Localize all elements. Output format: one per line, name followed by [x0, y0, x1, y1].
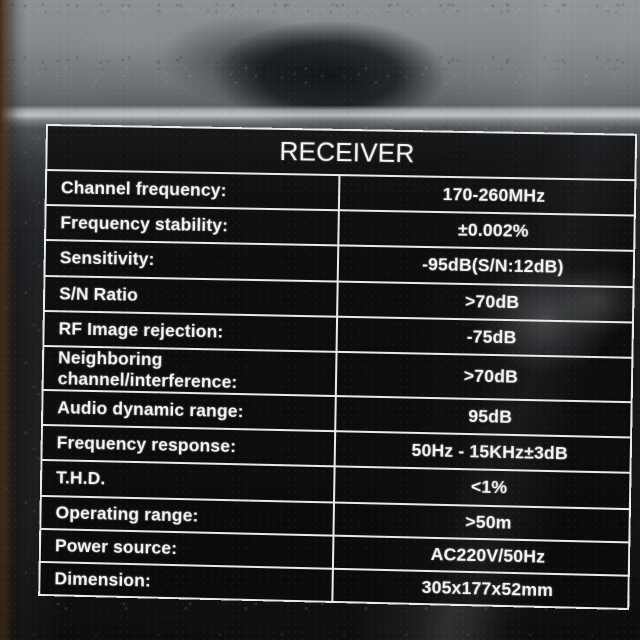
spec-value-dimension: 305x177x52mm [332, 568, 629, 609]
spec-label-dimension: Dimension: [39, 561, 333, 602]
specification-table-body: RECEIVER Channel frequency: 170-260MHz F… [39, 125, 637, 609]
spec-label-channel-frequency: Channel frequency: [45, 170, 340, 211]
spec-value-rf-image-rejection: -75dB [336, 316, 634, 358]
spec-label-sensitivity: Sensitivity: [44, 240, 339, 282]
spec-value-sn-ratio: >70dB [337, 281, 634, 323]
spec-label-rf-image-rejection: RF Image rejection: [43, 310, 338, 352]
spec-label-sn-ratio: S/N Ratio [43, 275, 338, 317]
spec-value-sensitivity: -95dB(S/N:12dB) [337, 245, 635, 287]
spec-value-neighboring-channel-interference: >70dB [335, 351, 633, 403]
spec-value-channel-frequency: 170-260MHz [338, 175, 636, 216]
spec-value-frequency-stability: ±0.002% [338, 210, 635, 252]
specification-table: RECEIVER Channel frequency: 170-260MHz F… [38, 124, 638, 610]
spec-label-neighboring-channel-interference: Neighboring channel/interference: [42, 345, 337, 396]
spec-label-frequency-stability: Frequency stability: [45, 205, 339, 246]
receiver-spec-plate: RECEIVER Channel frequency: 170-260MHz F… [38, 124, 638, 610]
